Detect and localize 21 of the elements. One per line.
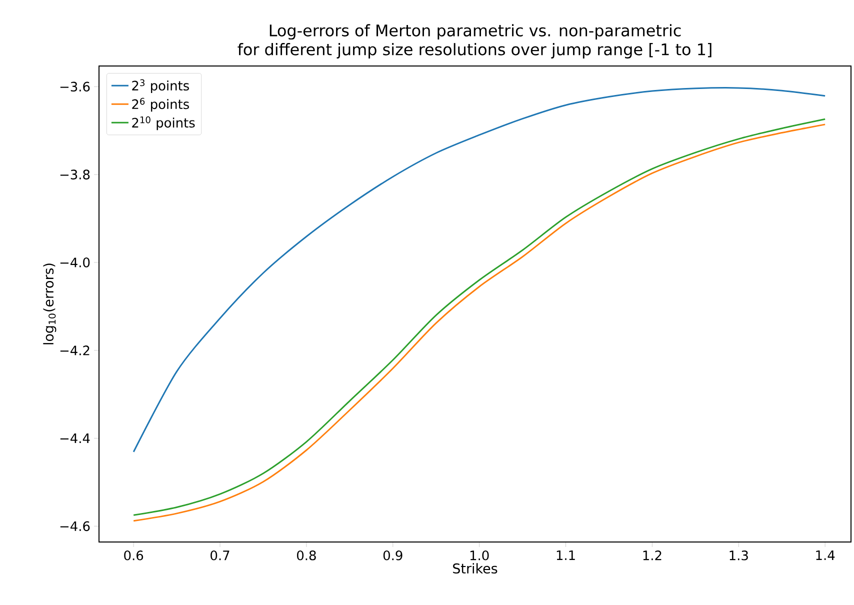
x-tick-label: 1.3: [730, 550, 748, 560]
x-tick-label: 1.2: [643, 550, 662, 560]
y-tick-label: −4.4: [60, 434, 90, 443]
y-tick-label: −3.8: [60, 170, 90, 180]
x-tick-label: 0.8: [297, 550, 316, 560]
y-tick-label: −4.2: [60, 346, 90, 356]
x-tick-label: 1.4: [816, 550, 835, 560]
x-tick-label: 1.1: [556, 550, 575, 560]
y-tick-label: −4.6: [60, 521, 90, 532]
legend-label: 2$^{6}$ points: [132, 98, 189, 112]
chart-title: Log-errors of Merton parametric vs. non-parametric for different jump size resolutions over jump range [-1 to 1]: [238, 24, 712, 58]
y-axis-title: log$_{10}$(errors): [43, 264, 56, 344]
y-tick-label: −4.0: [60, 258, 90, 268]
x-tick-label: 0.6: [124, 550, 144, 560]
x-axis-title: Strikes: [453, 563, 498, 574]
legend-label: 2$^{10}$ points: [132, 116, 195, 130]
legend-label: 2$^{3}$ points: [132, 79, 189, 94]
x-tick-label: 1.0: [470, 550, 489, 560]
x-tick-label: 0.7: [210, 550, 230, 560]
y-tick-label: −3.6: [60, 82, 90, 92]
x-tick-label: 0.9: [383, 550, 402, 560]
